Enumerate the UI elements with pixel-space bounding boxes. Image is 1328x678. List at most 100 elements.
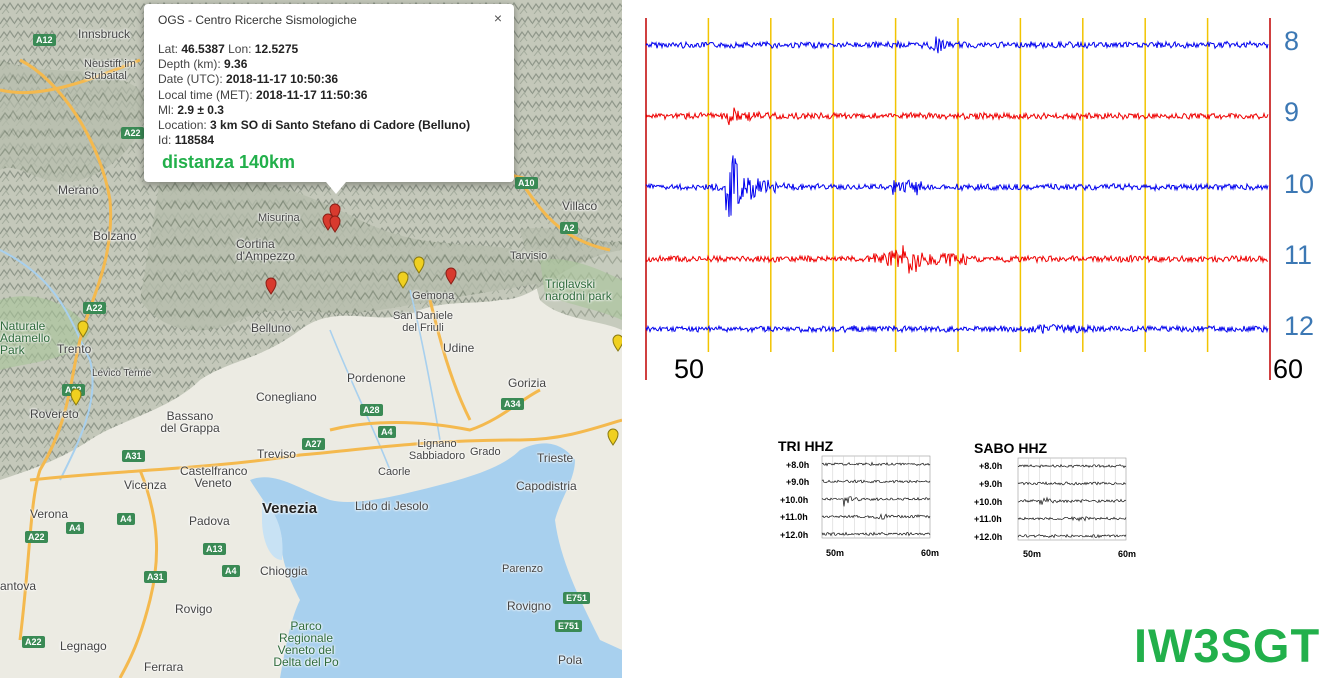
place-label: Bassano del Grappa [160,409,220,435]
place-label: Innsbruck [78,27,131,41]
event-marker-yellow[interactable] [397,271,409,289]
place-label: Grado [470,446,501,458]
location-row: Location: 3 km SO di Santo Stefano di Ca… [158,118,471,133]
place-label: Tarvisio [510,250,548,262]
place-label: San Daniele del Friuli [393,310,453,334]
event-info-window: OGS - Centro Ricerche Sismologiche × Lat… [144,4,514,194]
mini-trace [1017,496,1127,506]
minute-end-label: 60 [1273,354,1304,384]
highway-shield: A4 [117,513,135,525]
seismogram-plot [645,18,1271,541]
info-title: OGS - Centro Ricerche Sismologiche [158,13,357,27]
place-label: Gorizia [508,376,547,390]
mini-x-start: 50m [1023,549,1042,559]
place-label: Padova [189,514,230,528]
highway-shield: A28 [360,404,383,416]
highway-shield: A12 [33,34,56,46]
place-label: Villaco [562,199,598,213]
place-label: Merano [58,183,99,197]
place-label: Neustift im Stubaital [84,58,136,82]
event-marker-red[interactable] [329,215,341,233]
seismogram-trace [645,323,1269,334]
place-label: Gemona [412,290,455,302]
event-marker-yellow[interactable] [77,320,89,338]
place-label: Rovigo [175,602,213,616]
event-marker-yellow[interactable] [70,388,82,406]
event-marker-red[interactable] [265,277,277,295]
place-label: Caorle [378,466,411,478]
highway-shield: A13 [203,543,226,555]
place-label: Udine [443,341,475,355]
mini-trace [1017,516,1127,522]
place-label: Pordenone [347,371,406,385]
event-marker-yellow[interactable] [413,256,425,274]
place-label: Verona [30,507,69,521]
event-marker-yellow[interactable] [612,334,622,352]
place-label: Parco Regionale Veneto del Delta del Po [273,619,339,669]
place-label: Trieste [537,451,574,465]
highway-shield: A4 [378,426,396,438]
date-row: Date (UTC): 2018-11-17 10:50:36 [158,72,339,87]
mini-row-label: +9.0h [786,477,810,487]
seismogram-panel: 8 9 10 11 12 50 60 TRI HHZ +8.0h +9.0h +… [622,0,1328,678]
mini-row-label: +12.0h [974,532,1003,542]
seismogram-trace [645,155,1269,217]
mini-trace [821,513,931,520]
mini-row-label: +10.0h [974,497,1003,507]
highway-shield: E751 [555,620,583,632]
coordinates-row: Lat: 46.5387 Lon: 12.5275 [158,42,299,56]
mini-trace [821,461,931,467]
hour-label: 9 [1284,97,1300,127]
mini-plot-title: SABO HHZ [974,440,1048,456]
hour-label: 10 [1284,169,1315,199]
place-label: Conegliano [256,390,317,404]
highway-shield: A31 [122,450,145,462]
place-label: Vicenza [124,478,167,492]
mini-trace [821,531,931,537]
highway-shield: A22 [25,531,48,543]
mini-row-label: +9.0h [979,479,1003,489]
place-label: Chioggia [260,564,308,578]
map-panel[interactable]: Innsbruck Neustift im Stubaital Merano B… [0,0,622,678]
place-label: Capodistria [516,479,577,493]
event-marker-red[interactable] [445,267,457,285]
place-label: Bolzano [93,229,137,243]
mini-trace [1017,533,1127,539]
place-label: Lignano Sabbiadoro [408,438,466,462]
mini-row-label: +12.0h [780,530,809,540]
place-label: Misurina [258,212,300,224]
place-label: Ferrara [144,660,184,674]
place-label: Legnago [60,639,107,653]
mini-row-label: +10.0h [780,495,809,505]
mini-row-label: +8.0h [786,460,810,470]
mini-x-end: 60m [921,548,940,558]
seismogram-trace [645,36,1269,54]
mini-x-start: 50m [826,548,845,558]
local-time-row: Local time (MET): 2018-11-17 11:50:36 [158,87,368,102]
hour-label: 12 [1284,311,1315,341]
mini-x-end: 60m [1118,549,1137,559]
seismogram-trace [645,245,1268,274]
id-row: Id: 118584 [158,133,215,148]
highway-shield: A22 [121,127,144,139]
close-icon[interactable]: × [493,10,502,26]
place-label: Castelfranco Veneto [180,464,248,490]
depth-row: Depth (km): 9.36 [158,57,248,72]
place-label: Treviso [257,447,296,461]
place-label: Lido di Jesolo [355,499,429,513]
minute-start-label: 50 [674,354,705,384]
distance-label: distanza 140km [162,152,296,172]
highway-shield: A4 [222,565,240,577]
highway-shield: A31 [144,571,167,583]
place-label: Naturale Adamello Park [0,319,51,357]
hour-label: 8 [1284,26,1300,56]
highway-shield: A4 [66,522,84,534]
place-label: Trento [57,342,92,356]
mini-plot-title: TRI HHZ [778,438,834,454]
place-label: Rovereto [30,407,79,421]
mini-row-label: +11.0h [974,514,1002,524]
event-marker-yellow[interactable] [607,428,619,446]
place-label: Pola [558,653,583,667]
mini-row-label: +8.0h [979,461,1003,471]
highway-shield: A22 [22,636,45,648]
